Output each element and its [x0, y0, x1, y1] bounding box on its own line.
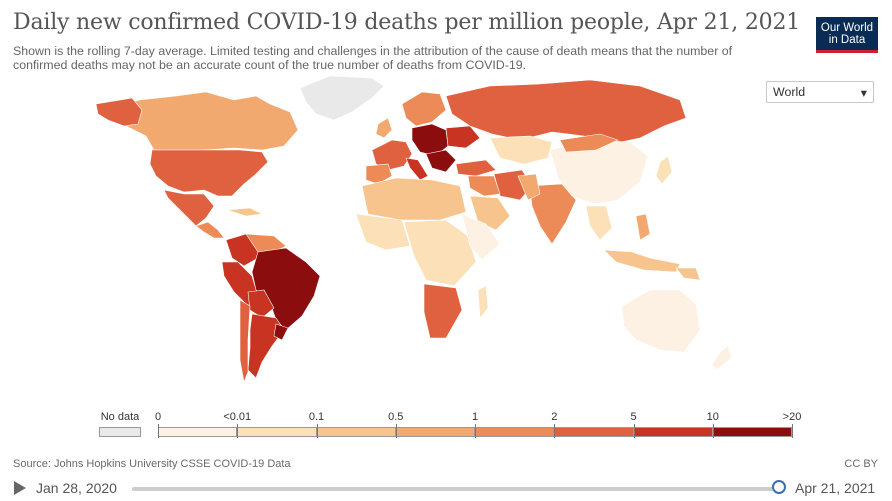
country-iraq-syria[interactable]	[467, 175, 501, 197]
country-spain[interactable]	[365, 163, 393, 185]
country-india[interactable]	[529, 183, 577, 245]
country-japan[interactable]	[655, 155, 673, 185]
legend-label: >20	[782, 411, 802, 423]
country-chile[interactable]	[239, 299, 251, 384]
country-indonesia[interactable]	[603, 249, 681, 273]
country-balkans[interactable]	[425, 149, 457, 173]
legend-bin-1[interactable]	[237, 427, 317, 437]
country-pakistan[interactable]	[517, 173, 541, 201]
timeline-start-label[interactable]: Jan 28, 2020	[36, 480, 117, 496]
legend-tick	[633, 424, 635, 438]
country-turkey[interactable]	[455, 159, 497, 177]
legend-tick	[554, 424, 556, 438]
legend-tick	[395, 424, 397, 438]
country-southern-africa[interactable]	[423, 283, 463, 339]
chart-title: Daily new confirmed COVID-19 deaths per …	[13, 10, 801, 35]
chevron-down-icon: ▾	[860, 86, 867, 100]
country-central-america[interactable]	[195, 221, 225, 239]
legend-tick	[237, 424, 239, 438]
legend-bin-3[interactable]	[395, 427, 475, 437]
country-russia[interactable]	[445, 79, 687, 145]
country-madagascar[interactable]	[477, 285, 489, 319]
legend-label: 0.1	[308, 411, 325, 423]
legend-label: 5	[630, 411, 637, 423]
country-kazakhstan[interactable]	[489, 135, 553, 165]
country-canada[interactable]	[103, 91, 299, 151]
legend-tick	[158, 424, 159, 438]
legend-label: 1	[471, 411, 479, 423]
country-north-africa[interactable]	[361, 177, 467, 221]
logo-line-2: in Data	[828, 33, 866, 46]
country-mexico[interactable]	[163, 189, 215, 227]
legend-no-data-label: No data	[100, 411, 140, 423]
country-brazil[interactable]	[251, 247, 321, 331]
legend-label: <0.01	[223, 411, 252, 423]
legend-tick	[792, 424, 793, 438]
legend-bin-2[interactable]	[316, 427, 396, 437]
legend-label: 2	[551, 411, 558, 423]
country-uruguay[interactable]	[273, 323, 289, 341]
country-central-africa[interactable]	[403, 219, 477, 287]
timeline-end-label[interactable]: Apr 21, 2021	[795, 480, 876, 496]
country-greenland[interactable]	[299, 75, 385, 121]
country-usa[interactable]	[149, 149, 269, 197]
region-select[interactable]: World ▾	[766, 81, 874, 103]
world-map	[95, 75, 733, 384]
country-cuba[interactable]	[227, 207, 264, 217]
legend-tick	[316, 424, 318, 438]
country-australia[interactable]	[621, 289, 701, 353]
country-argentina[interactable]	[247, 313, 285, 379]
country-png[interactable]	[675, 267, 701, 281]
country-west-africa[interactable]	[355, 213, 411, 251]
legend-bin-5[interactable]	[554, 427, 634, 437]
legend-bin-7[interactable]	[712, 427, 792, 437]
logo-line-1: Our World	[820, 21, 874, 34]
country-italy[interactable]	[405, 157, 429, 181]
country-ukraine[interactable]	[445, 125, 481, 149]
license-label[interactable]: CC BY	[844, 458, 878, 470]
region-select-value: World	[773, 85, 806, 99]
country-mongolia[interactable]	[559, 133, 619, 153]
legend-label: 0	[154, 411, 162, 423]
timeline-track[interactable]	[132, 487, 779, 491]
legend-label: 0.5	[388, 411, 404, 423]
timeline-handle[interactable]	[772, 480, 786, 494]
country-east-africa[interactable]	[461, 213, 501, 261]
country-uk[interactable]	[375, 117, 393, 139]
legend-tick	[712, 424, 714, 438]
legend-tick	[475, 424, 476, 438]
legend: No data 0 <0.01 0.1 0.5 1 2 5 10 >20	[0, 400, 892, 445]
country-scandinavia[interactable]	[401, 91, 447, 127]
owid-logo[interactable]: Our World in Data	[816, 17, 878, 53]
legend-no-data-swatch[interactable]	[99, 427, 141, 437]
country-alaska-us[interactable]	[95, 97, 143, 127]
country-new-zealand[interactable]	[711, 345, 733, 371]
chart-subtitle: Shown is the rolling 7-day average. Limi…	[13, 44, 733, 72]
legend-bin-0[interactable]	[158, 427, 238, 437]
country-southeast-asia[interactable]	[585, 205, 613, 241]
legend-label: 10	[706, 411, 719, 423]
play-icon[interactable]	[14, 481, 26, 495]
source-note[interactable]: Source: Johns Hopkins University CSSE CO…	[13, 458, 291, 470]
country-philippines[interactable]	[635, 213, 651, 241]
legend-bin-6[interactable]	[633, 427, 713, 437]
legend-bin-4[interactable]	[475, 427, 555, 437]
